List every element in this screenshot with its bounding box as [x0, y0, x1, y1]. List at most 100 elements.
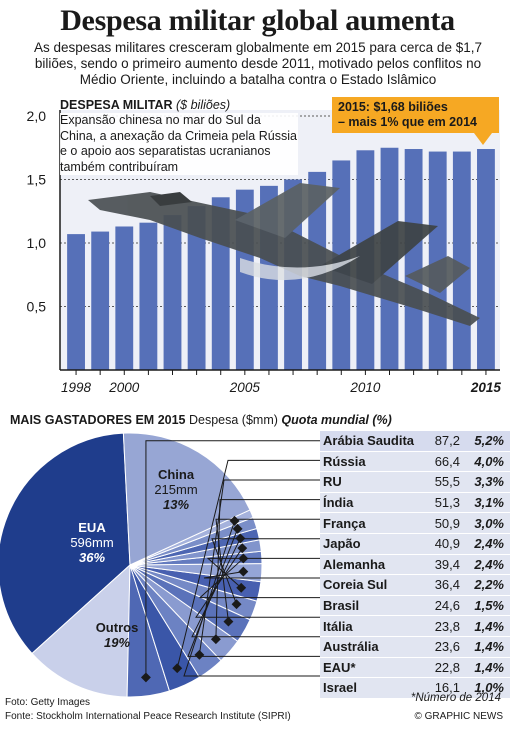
pie-label-usa-share: 36%: [78, 550, 106, 565]
leader-line: [187, 528, 320, 657]
y-tick-label: 0,5: [27, 299, 47, 315]
pie-label-china-name: China: [157, 467, 195, 482]
spend-value: 87,2: [416, 431, 464, 451]
country-name: Israel: [320, 678, 416, 698]
table-row: Itália 23,8 1,4%: [320, 616, 510, 637]
share-value: 4,0%: [464, 451, 510, 472]
x-tick-label: 2010: [349, 380, 381, 395]
share-value: 3,3%: [464, 472, 510, 492]
bar-1998: [67, 234, 85, 370]
pie-slice-outros: [122, 432, 251, 566]
bar-2003: [187, 206, 206, 370]
pie-label-others-share: 19%: [103, 635, 131, 650]
callout-pointer: [474, 133, 492, 145]
table-row: Brasil 24,6 1,5%: [320, 595, 510, 617]
x-tick-label: 2000: [108, 380, 140, 395]
leader-line: [176, 459, 320, 669]
table-row: Israel 16,1 1,0%: [320, 678, 510, 699]
country-name: EAU*: [320, 657, 416, 678]
leader-line: [145, 440, 320, 678]
table-row: RU 55,5 3,3%: [320, 472, 510, 493]
source-credit: Fonte: Stockholm International Peace Res…: [5, 711, 291, 722]
country-name: França: [320, 513, 416, 533]
table-row: EAU* 22,8 1,4%: [320, 657, 510, 679]
spend-value: 23,6: [416, 636, 464, 657]
spend-value: 66,4: [416, 451, 464, 472]
spend-value: 23,8: [416, 616, 464, 636]
share-value: 5,2%: [464, 431, 510, 451]
bar-chart-title: DESPESA MILITAR ($ biliões): [60, 98, 230, 112]
callout-line-1: 2015: $1,68 biliões: [338, 100, 448, 114]
pie-slice-china: [31, 563, 131, 698]
leader-line: [215, 518, 320, 622]
table-footnote: *Número de 2014: [410, 692, 501, 704]
spending-table: Arábia Saudita 87,2 5,2% Rússia 66,4 4,0% RU 55…: [320, 431, 510, 699]
col-share-label: Quota mundial (%): [281, 413, 392, 427]
share-value: 2,4%: [464, 533, 510, 554]
leader-marker: [223, 616, 234, 627]
share-value: 2,4%: [464, 554, 510, 575]
table-row: Rússia 66,4 4,0%: [320, 451, 510, 473]
y-tick-label: 1,0: [27, 235, 47, 251]
pie-label-usa-name: EUA: [78, 520, 106, 535]
x-tick-label: 2005: [229, 380, 261, 395]
share-value: 3,1%: [464, 492, 510, 513]
bar-2012: [404, 149, 423, 370]
bar-2000: [115, 226, 134, 370]
pie-label-others-name: Outros: [95, 620, 139, 635]
share-value: 1,5%: [464, 595, 510, 616]
table-row: Austrália 23,6 1,4%: [320, 636, 510, 658]
country-name: Coreia Sul: [320, 575, 416, 595]
share-value: 1,4%: [464, 657, 510, 678]
share-value: 1,0%: [464, 678, 510, 698]
share-value: 3,0%: [464, 513, 510, 533]
x-tick-label: 2015: [470, 380, 502, 395]
y-tick-label: 1,5: [27, 172, 47, 188]
page-title: Despesa militar global aumenta: [60, 4, 455, 37]
leader-line: [198, 479, 320, 655]
leader-line: [183, 520, 320, 677]
leader-marker: [237, 543, 248, 554]
bar-2015: [477, 149, 495, 370]
spend-value: 24,6: [416, 595, 464, 616]
pie-label-china: China 215mm 13%: [136, 467, 216, 512]
pie-label-usa-value: 596mm: [70, 535, 114, 550]
country-name: Arábia Saudita: [320, 431, 416, 451]
country-name: Alemanha: [320, 554, 416, 575]
page-subtitle: As despesas militares cresceram globalme…: [34, 40, 482, 87]
x-tick-label: 1998: [61, 380, 92, 395]
fighter-jet-illustration: [88, 183, 480, 326]
spend-value: 22,8: [416, 657, 464, 678]
share-value: 1,4%: [464, 636, 510, 657]
pie-slice-eua: [0, 432, 131, 655]
table-row: Japão 40,9 2,4%: [320, 533, 510, 555]
table-row: Arábia Saudita 87,2 5,2%: [320, 431, 510, 452]
table-row: Coreia Sul 36,4 2,2%: [320, 575, 510, 596]
bar-2002: [163, 215, 182, 370]
pie-label-china-share: 13%: [162, 497, 190, 512]
table-row: França 50,9 3,0%: [320, 513, 510, 534]
leader-line: [191, 538, 320, 638]
bar-chart-title-text: DESPESA MILITAR: [60, 98, 173, 112]
leader-line: [215, 499, 320, 640]
callout-line-2: – mais 1% que em 2014: [338, 115, 477, 129]
country-name: Índia: [320, 492, 416, 513]
brand-credit: © GRAPHIC NEWS: [414, 711, 504, 722]
country-name: Itália: [320, 616, 416, 636]
bar-chart-unit: ($ biliões): [176, 98, 231, 112]
pie-section-title-text: MAIS GASTADORES EM 2015: [10, 413, 186, 427]
pie-chart: [0, 432, 320, 698]
callout-box: 2015: $1,68 biliões – mais 1% que em 201…: [332, 97, 499, 133]
y-tick-label: 2,0: [27, 108, 47, 124]
country-name: RU: [320, 472, 416, 492]
bar-2001: [139, 222, 158, 370]
spend-value: 51,3: [416, 492, 464, 513]
bar-chart-note: Expansão chinesa no mar do Sul da China,…: [60, 113, 298, 175]
leader-line: [203, 571, 320, 579]
spend-value: 40,9: [416, 533, 464, 554]
spend-value: 16,1: [416, 678, 464, 698]
pie-label-china-value: 215mm: [154, 482, 198, 497]
photo-credit: Foto: Getty Images: [5, 697, 91, 708]
bar-1999: [91, 231, 110, 370]
spend-value: 55,5: [416, 472, 464, 492]
